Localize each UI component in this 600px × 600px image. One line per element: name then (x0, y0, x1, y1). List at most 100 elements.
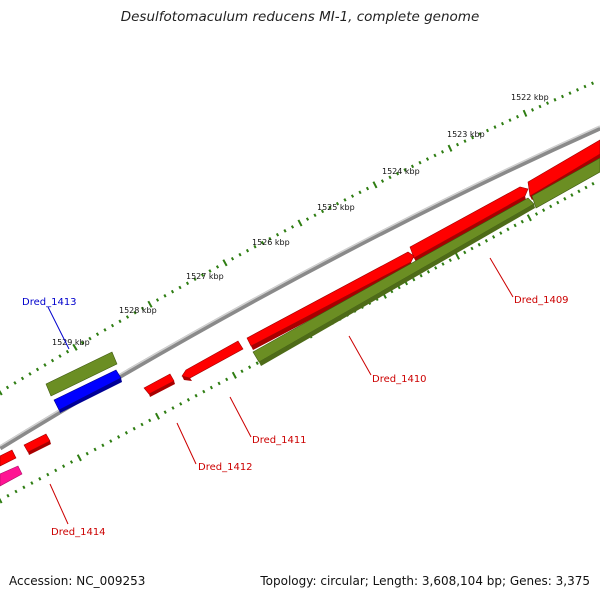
ruler-minor-tick (38, 477, 42, 481)
ruler-minor-tick (419, 273, 423, 278)
ruler-minor-tick (426, 270, 430, 274)
ruler-minor-tick (434, 266, 438, 270)
ruler-minor-tick (101, 443, 105, 448)
ruler-minor-tick (62, 464, 66, 468)
ruler-minor-tick (534, 212, 539, 216)
ruler-minor-tick (155, 298, 160, 302)
ruler-minor-tick (245, 248, 250, 253)
ruler-minor-tick (148, 418, 152, 423)
ruler-minor-tick (425, 157, 430, 161)
gene-arrow-shadow (182, 376, 192, 381)
ruler-minor-tick (520, 219, 524, 224)
tick-label: 1529 kbp (52, 338, 90, 347)
gene-arrow[interactable] (527, 139, 600, 197)
gene-label-dred-1409[interactable]: Dred_1409 (514, 295, 569, 306)
ruler-minor-tick (508, 118, 512, 122)
ruler-minor-tick (30, 481, 34, 485)
ruler-minor-tick (124, 431, 128, 435)
gene-arrow[interactable] (0, 449, 17, 467)
ruler-minor-tick (283, 229, 287, 233)
ruler-minor-tick (95, 332, 100, 337)
ruler-minor-tick (418, 160, 422, 165)
ruler-minor-tick (170, 289, 175, 294)
ruler-minor-tick (117, 435, 121, 439)
ruler-minor-tick (470, 246, 474, 251)
ruler-minor-tick (545, 101, 550, 105)
ruler-minor-tick (335, 201, 340, 206)
ruler-minor-tick (404, 281, 409, 286)
ruler-minor-tick (343, 198, 347, 202)
ruler-minor-tick (350, 194, 355, 198)
ruler-minor-tick (238, 252, 242, 257)
ruler-minor-tick (556, 200, 560, 205)
map-title: Desulfotomaculum reducens MI-1, complete… (120, 9, 480, 25)
ruler-minor-tick (248, 365, 252, 369)
gene-label-dred-1414[interactable]: Dred_1414 (51, 527, 106, 538)
genome-backbone (0, 125, 600, 451)
ruler-minor-tick (240, 369, 244, 374)
forward-strand-genes (0, 139, 600, 487)
gene-dred-1411-arrow[interactable] (181, 340, 244, 379)
leader-line (489, 257, 514, 298)
ruler-minor-tick (140, 306, 145, 311)
ruler-minor-tick (358, 190, 362, 195)
ruler-major-tick (455, 252, 460, 260)
ruler-minor-tick (463, 139, 467, 143)
ruler-minor-tick (484, 239, 488, 243)
ruler-minor-tick (305, 217, 310, 221)
ruler-minor-tick (260, 240, 265, 245)
gene-label-dred-1410[interactable]: Dred_1410 (372, 374, 427, 385)
ruler-major-tick (526, 214, 532, 222)
leader-line (348, 335, 372, 376)
ruler-minor-tick (186, 398, 190, 402)
ruler-minor-tick (590, 81, 595, 86)
ruler-minor-tick (80, 341, 85, 345)
ruler-minor-tick (5, 385, 10, 390)
accession-text: Accession: NC_009253 (9, 574, 146, 588)
gene-arrow[interactable] (0, 465, 23, 487)
ruler-minor-tick (255, 361, 259, 365)
ruler-minor-tick (118, 319, 122, 324)
gene-label-dred-1412[interactable]: Dred_1412 (198, 462, 253, 473)
ruler-minor-tick (54, 468, 58, 473)
gene-leader-lines (47, 257, 514, 525)
ruler-major-tick (76, 454, 82, 462)
ruler-minor-tick (163, 410, 167, 414)
ruler-minor-tick (365, 186, 370, 191)
gene-arrow-shadow (28, 441, 51, 455)
gene-dred-1409-arrow[interactable] (409, 186, 529, 259)
ruler-minor-tick (125, 315, 130, 319)
ruler-minor-tick (320, 209, 325, 214)
gene-label-dred-1413[interactable]: Dred_1413 (22, 297, 77, 308)
gene-dred-1410-arrow[interactable] (246, 251, 415, 347)
ruler-minor-tick (171, 406, 175, 410)
ruler-major-tick (72, 343, 78, 351)
gene-arrow-shadow (259, 204, 535, 366)
ruler-major-tick (147, 300, 153, 308)
ruler-major-tick (0, 390, 3, 396)
ruler-minor-tick (549, 204, 553, 209)
gene-arrow[interactable] (531, 157, 600, 209)
ruler-minor-tick (163, 294, 167, 298)
gene-label-dred-1411[interactable]: Dred_1411 (252, 435, 307, 446)
ruler-minor-tick (583, 84, 587, 89)
tick-label-group: 1522 kbp 1523 kbp 1524 kbp 1525 kbp 1526… (52, 93, 549, 347)
ruler-minor-tick (35, 367, 40, 372)
ruler-minor-tick (470, 135, 475, 140)
ruler-minor-tick (448, 258, 452, 262)
leader-line (229, 396, 252, 438)
ruler-minor-tick (253, 244, 257, 249)
ruler-minor-tick (380, 179, 385, 183)
ruler-minor-tick (13, 381, 17, 385)
leader-line (176, 422, 197, 465)
ruler-minor-tick (328, 205, 332, 210)
ruler-minor-tick (499, 231, 503, 235)
ruler-minor-tick (506, 227, 510, 232)
ruler-minor-tick (268, 236, 272, 241)
ruler-minor-tick (193, 277, 197, 281)
ruler-minor-tick (185, 281, 190, 286)
tick-label: 1527 kbp (186, 272, 224, 281)
ruler-outer (0, 81, 595, 396)
gene-dred-1413-olive-arrow[interactable] (45, 351, 118, 397)
ruler-minor-tick (463, 250, 467, 255)
